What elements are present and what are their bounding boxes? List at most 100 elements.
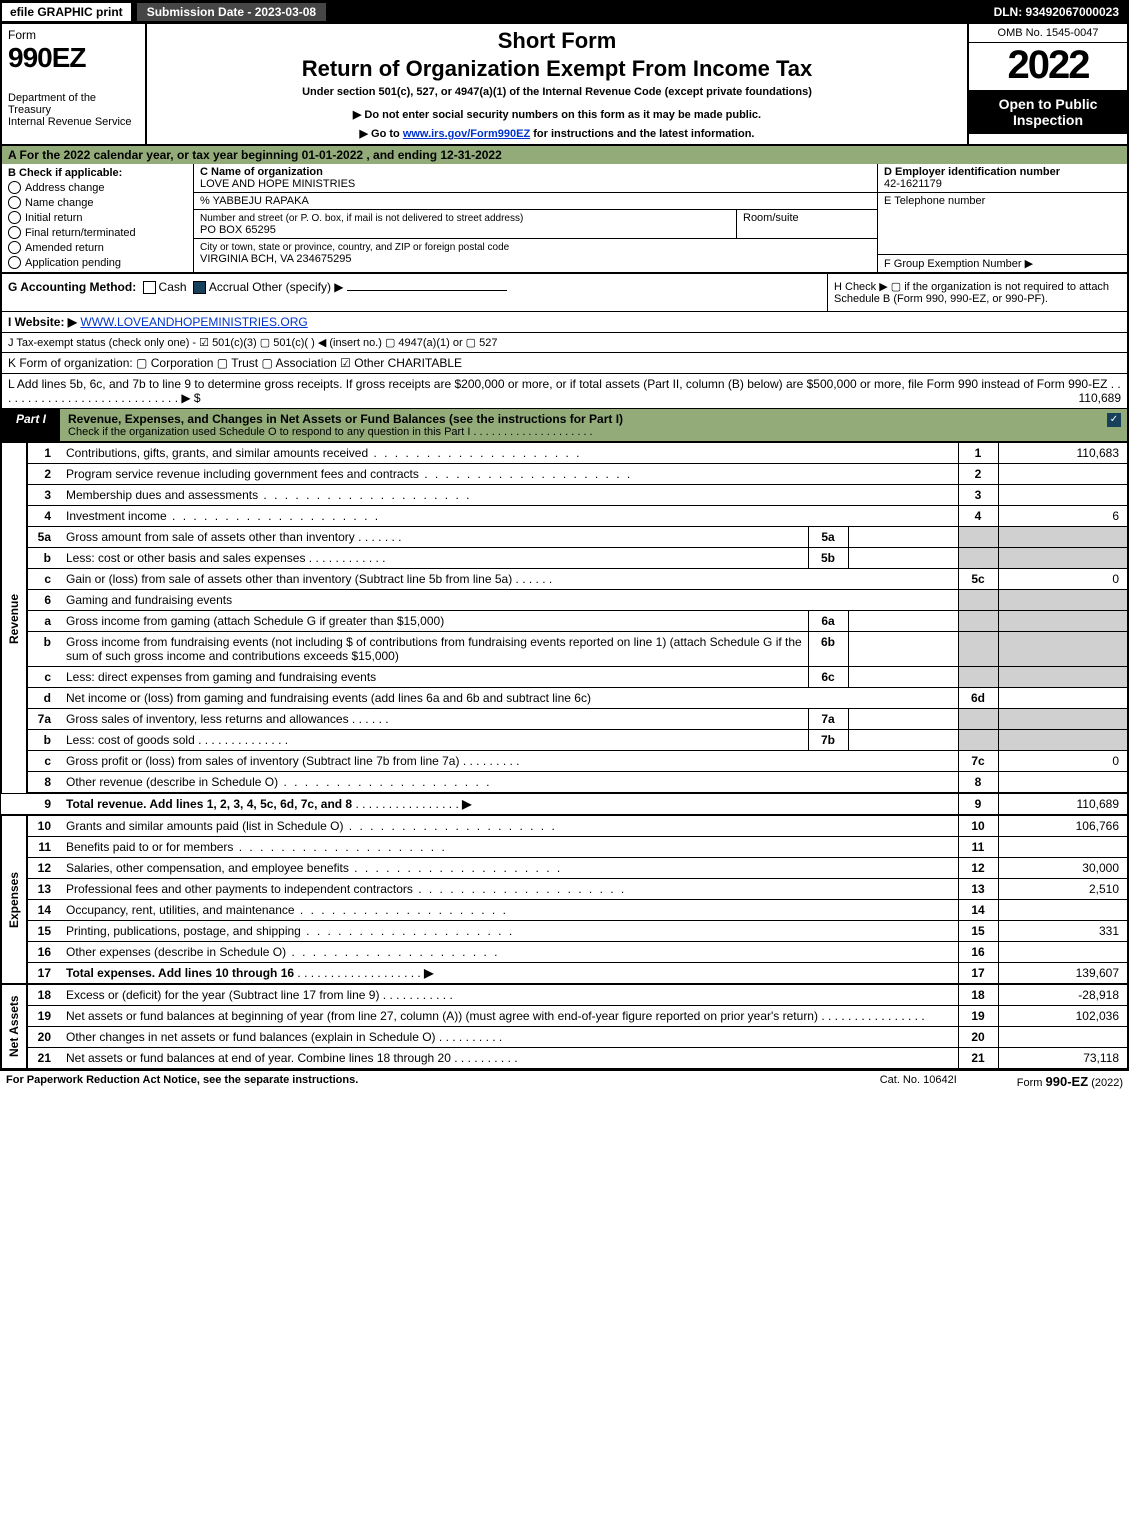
form-header: Form 990EZ Department of the Treasury In…	[0, 24, 1129, 146]
line-6b-inval[interactable]	[848, 632, 958, 667]
section-h: H Check ▶ ▢ if the organization is not r…	[827, 274, 1127, 311]
line-20-desc: Other changes in net assets or fund bala…	[61, 1027, 958, 1048]
paperwork-notice: For Paperwork Reduction Act Notice, see …	[6, 1074, 358, 1089]
line-1-num: 1	[27, 443, 61, 464]
line-7a-desc: Gross sales of inventory, less returns a…	[61, 709, 808, 730]
chk-final-return[interactable]: Final return/terminated	[8, 226, 187, 239]
ein-value: 42-1621179	[884, 178, 942, 190]
line-11-val	[998, 837, 1128, 858]
line-14-val	[998, 900, 1128, 921]
top-bar: efile GRAPHIC print Submission Date - 20…	[0, 0, 1129, 24]
efile-print-label[interactable]: efile GRAPHIC print	[0, 1, 133, 23]
website-link[interactable]: WWW.LOVEANDHOPEMINISTRIES.ORG	[80, 315, 307, 329]
line-1-desc: Contributions, gifts, grants, and simila…	[61, 443, 958, 464]
chk-name-change[interactable]: Name change	[8, 196, 187, 209]
part-i-sub: Check if the organization used Schedule …	[68, 426, 1099, 438]
line-6d-val	[998, 688, 1128, 709]
line-5b-desc: Less: cost or other basis and sales expe…	[61, 548, 808, 569]
other-specify: Other (specify) ▶	[252, 280, 343, 294]
header-right: OMB No. 1545-0047 2022 Open to Public In…	[967, 24, 1127, 144]
l-amount: 110,689	[1079, 391, 1122, 405]
city-value: VIRGINIA BCH, VA 234675295	[200, 253, 351, 265]
department-label: Department of the Treasury Internal Reve…	[8, 92, 139, 128]
line-k-form-org: K Form of organization: ▢ Corporation ▢ …	[0, 353, 1129, 374]
line-6a-inval[interactable]	[848, 611, 958, 632]
street-value: PO BOX 65295	[200, 224, 276, 236]
other-input-line[interactable]	[347, 290, 507, 291]
line-5a-desc: Gross amount from sale of assets other t…	[61, 527, 808, 548]
part-i-checkbox[interactable]: ✓	[1107, 413, 1121, 427]
line-19-desc: Net assets or fund balances at beginning…	[61, 1006, 958, 1027]
line-19-val: 102,036	[998, 1006, 1128, 1027]
line-10-val: 106,766	[998, 815, 1128, 837]
line-2-desc: Program service revenue including govern…	[61, 464, 958, 485]
submission-date-label: Submission Date - 2023-03-08	[137, 3, 326, 21]
section-bcdef: B Check if applicable: Address change Na…	[0, 164, 1129, 274]
header-center: Short Form Return of Organization Exempt…	[147, 24, 967, 144]
part-i-table: Revenue 1 Contributions, gifts, grants, …	[0, 443, 1129, 1070]
chk-address-change[interactable]: Address change	[8, 181, 187, 194]
chk-initial-return[interactable]: Initial return	[8, 211, 187, 224]
line-7a-inval[interactable]	[848, 709, 958, 730]
line-9-desc: Total revenue. Add lines 1, 2, 3, 4, 5c,…	[61, 793, 958, 815]
f-group-exemption: F Group Exemption Number ▶	[878, 255, 1127, 272]
b-header: B Check if applicable:	[8, 167, 187, 179]
line-8-val	[998, 772, 1128, 794]
tax-year: 2022	[969, 43, 1127, 88]
org-name: LOVE AND HOPE MINISTRIES	[200, 178, 355, 190]
line-4-desc: Investment income	[61, 506, 958, 527]
row-a-tax-year: A For the 2022 calendar year, or tax yea…	[0, 146, 1129, 164]
dln-label: DLN: 93492067000023	[984, 3, 1129, 21]
chk-amended-return[interactable]: Amended return	[8, 241, 187, 254]
line-14-desc: Occupancy, rent, utilities, and maintena…	[61, 900, 958, 921]
form-word: Form	[8, 28, 139, 42]
line-13-val: 2,510	[998, 879, 1128, 900]
line-3-val	[998, 485, 1128, 506]
line-18-desc: Excess or (deficit) for the year (Subtra…	[61, 984, 958, 1006]
line-9-val: 110,689	[998, 793, 1128, 815]
line-16-desc: Other expenses (describe in Schedule O)	[61, 942, 958, 963]
d-ein-block: D Employer identification number 42-1621…	[878, 164, 1127, 193]
open-to-public: Open to Public Inspection	[969, 90, 1127, 134]
line-6b-desc: Gross income from fundraising events (no…	[61, 632, 808, 667]
line-3-desc: Membership dues and assessments	[61, 485, 958, 506]
line-i-website: I Website: ▶ WWW.LOVEANDHOPEMINISTRIES.O…	[0, 312, 1129, 333]
f-label: F Group Exemption Number ▶	[884, 258, 1033, 270]
netassets-side-label: Net Assets	[1, 984, 27, 1069]
goto-post: for instructions and the latest informat…	[530, 128, 754, 140]
line-8-desc: Other revenue (describe in Schedule O)	[61, 772, 958, 794]
line-6c-desc: Less: direct expenses from gaming and fu…	[61, 667, 808, 688]
street-row: Number and street (or P. O. box, if mail…	[194, 210, 877, 239]
line-1-val: 110,683	[998, 443, 1128, 464]
chk-cash[interactable]	[143, 281, 156, 294]
line-5c-desc: Gain or (loss) from sale of assets other…	[61, 569, 958, 590]
line-6c-inval[interactable]	[848, 667, 958, 688]
line-5a-inval[interactable]	[848, 527, 958, 548]
line-7b-desc: Less: cost of goods sold . . . . . . . .…	[61, 730, 808, 751]
c-label: C Name of organization	[200, 166, 323, 178]
l-text: L Add lines 5b, 6c, and 7b to line 9 to …	[8, 377, 1121, 405]
line-7b-inval[interactable]	[848, 730, 958, 751]
city-block: City or town, state or province, country…	[194, 239, 877, 267]
line-1-rnum: 1	[958, 443, 998, 464]
irs-link[interactable]: www.irs.gov/Form990EZ	[403, 128, 530, 140]
care-of: % YABBEJU RAPAKA	[194, 193, 877, 210]
chk-accrual[interactable]	[193, 281, 206, 294]
line-5b-inval[interactable]	[848, 548, 958, 569]
line-17-val: 139,607	[998, 963, 1128, 985]
part-i-tab: Part I	[2, 409, 60, 441]
line-12-desc: Salaries, other compensation, and employ…	[61, 858, 958, 879]
expenses-side-label: Expenses	[1, 815, 27, 984]
line-15-val: 331	[998, 921, 1128, 942]
short-form-title: Short Form	[153, 28, 961, 54]
line-l-gross-receipts: L Add lines 5b, 6c, and 7b to line 9 to …	[0, 374, 1129, 409]
main-title: Return of Organization Exempt From Incom…	[153, 56, 961, 82]
line-7c-desc: Gross profit or (loss) from sales of inv…	[61, 751, 958, 772]
line-6a-desc: Gross income from gaming (attach Schedul…	[61, 611, 808, 632]
c-name-block: C Name of organization LOVE AND HOPE MIN…	[194, 164, 877, 193]
i-label: I Website: ▶	[8, 315, 77, 329]
line-6-desc: Gaming and fundraising events	[61, 590, 958, 611]
chk-application-pending[interactable]: Application pending	[8, 256, 187, 269]
section-b: B Check if applicable: Address change Na…	[2, 164, 194, 272]
line-21-val: 73,118	[998, 1048, 1128, 1070]
